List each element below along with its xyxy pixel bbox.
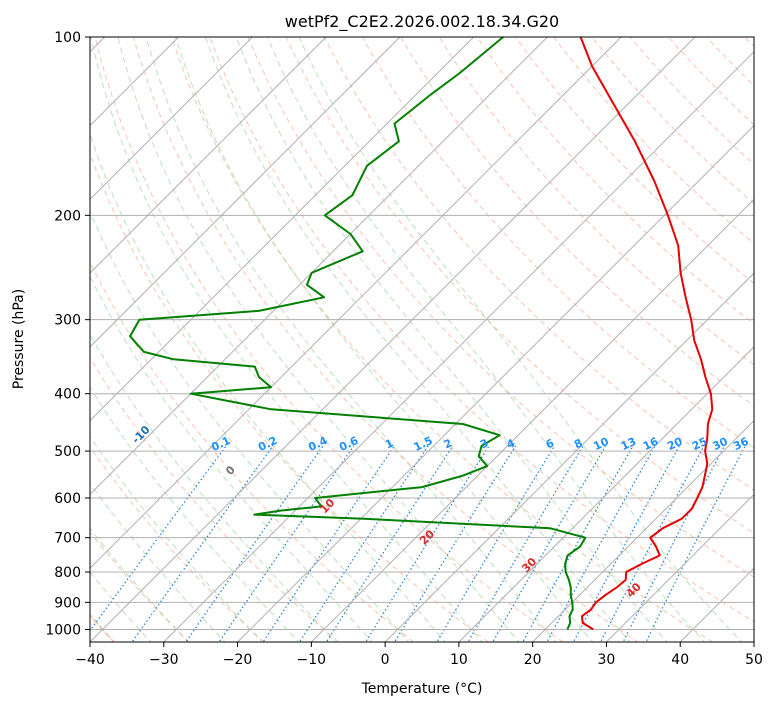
mixing-ratio-label: 36	[731, 435, 751, 453]
dry-adiabat	[171, 37, 713, 642]
dry-adiabat	[209, 37, 754, 623]
moist-adiabat	[90, 571, 152, 642]
moist-adiabat	[90, 435, 263, 642]
y-axis-label: Pressure (hPa)	[11, 289, 27, 389]
isotherm-line	[90, 37, 253, 201]
x-tick-label: −20	[223, 652, 253, 668]
dry-adiabat	[247, 37, 754, 578]
y-tick-label: 900	[54, 595, 81, 611]
mixing-ratio-label: 30	[711, 435, 731, 453]
dry-adiabat	[362, 37, 754, 449]
mixing-ratio-label: 16	[641, 435, 661, 453]
y-axis-ticks: 100 200 300 400 500 600 700 800 900 1000	[45, 30, 90, 638]
moist-adiabat	[90, 482, 226, 642]
y-tick-label: 300	[54, 313, 81, 329]
isotherm-line	[163, 51, 754, 642]
isotherm-line	[90, 37, 401, 348]
mixing-ratio-line	[218, 445, 355, 642]
x-tick-label: 20	[524, 652, 542, 668]
mixing-ratio-label: 25	[690, 435, 709, 453]
skewed-isotherms	[90, 37, 754, 642]
isotherm-line	[458, 346, 754, 642]
moist-adiabat	[267, 37, 706, 642]
x-tick-label: 30	[598, 652, 616, 668]
dry-adiabat	[90, 260, 414, 642]
mixing-ratio-label: 20	[665, 435, 685, 453]
x-axis-ticks: −40 −30 −20 −10 0 10 20 30 40 50	[75, 642, 763, 668]
moist-adiabat	[90, 333, 337, 642]
y-tick-label: 100	[54, 30, 81, 46]
plot-area: -100-90-80-70-60-50-40-30-20-10010203040…	[90, 10, 775, 642]
dry-adiabat	[476, 37, 754, 325]
isotherm-line	[606, 493, 754, 642]
plot-frame	[89, 36, 755, 643]
x-tick-label: −30	[149, 652, 179, 668]
isotherm-line	[310, 198, 754, 642]
mixing-ratio-label: 13	[619, 435, 638, 453]
mixing-ratio-line	[262, 445, 395, 642]
mixing-ratio-line	[364, 445, 490, 642]
moist-adiabat	[90, 275, 373, 642]
y-tick-label: 1000	[45, 622, 81, 638]
isotherm-line	[237, 124, 754, 642]
moist-adiabat	[298, 37, 743, 642]
mixing-ratio-line	[325, 445, 454, 642]
mixing-ratio-label: 10	[591, 435, 611, 453]
x-tick-label: −40	[75, 652, 105, 668]
profile-series	[129, 37, 714, 631]
x-tick-label: 0	[381, 652, 390, 668]
dry-adiabat	[94, 37, 564, 642]
dewpoint-profile-line	[129, 37, 587, 630]
isotherm-line	[90, 37, 327, 274]
y-tick-label: 500	[54, 444, 81, 460]
moist-adiabat	[90, 527, 189, 642]
isotherm-line	[384, 272, 754, 642]
x-tick-label: 40	[671, 652, 689, 668]
x-tick-label: 50	[745, 652, 763, 668]
isotherm-line	[90, 37, 622, 569]
mixing-ratio-line	[185, 445, 324, 642]
temperature-profile-line	[579, 37, 714, 631]
moist-adiabat	[90, 386, 300, 642]
y-tick-label: 800	[54, 565, 81, 581]
y-tick-label: 600	[54, 491, 81, 507]
dry-adiabats	[90, 10, 775, 642]
mixing-ratio-line	[298, 445, 429, 642]
isobar-gridlines	[90, 37, 754, 630]
y-tick-label: 700	[54, 531, 81, 547]
mixing-ratio-line	[467, 445, 584, 642]
isotherm-line	[532, 419, 754, 642]
dry-adiabat	[90, 356, 339, 642]
dry-adiabat	[323, 37, 754, 491]
x-tick-label: −10	[297, 652, 327, 668]
y-tick-label: 400	[54, 387, 81, 403]
moist-adiabat	[90, 209, 410, 642]
dry-adiabat	[90, 152, 489, 642]
y-tick-label: 200	[54, 208, 81, 224]
mixing-ratio-line	[599, 445, 705, 642]
isotherm-line	[90, 37, 475, 422]
isotherm-line	[90, 37, 548, 496]
isotherm-line	[90, 37, 696, 642]
isotherm-line	[753, 641, 754, 642]
x-tick-label: 10	[450, 652, 468, 668]
mixing-ratio-line	[572, 445, 680, 642]
dry-adiabat	[438, 37, 754, 366]
x-axis-label: Temperature (°C)	[361, 681, 483, 697]
mixing-ratio-line	[393, 445, 517, 642]
chart-title: wetPf2_C2E2.2026.002.18.34.G20	[285, 12, 559, 32]
dry-adiabat	[757, 10, 775, 642]
